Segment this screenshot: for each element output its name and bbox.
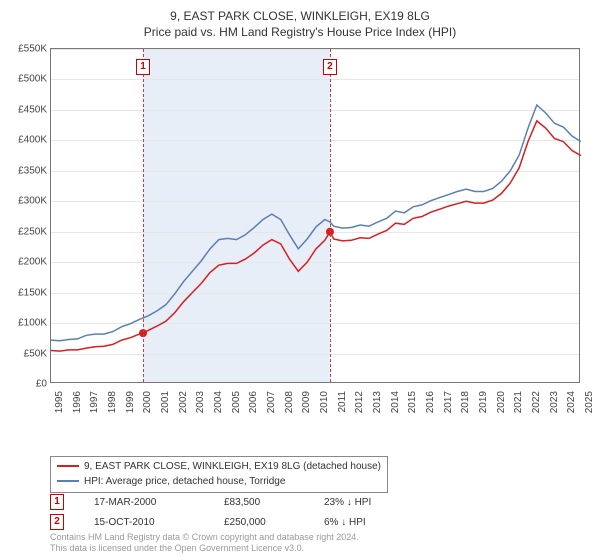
y-axis-label: £100K bbox=[5, 318, 47, 329]
y-axis-label: £200K bbox=[5, 257, 47, 268]
legend: 9, EAST PARK CLOSE, WINKLEIGH, EX19 8LG … bbox=[50, 456, 388, 493]
legend-item-price: 9, EAST PARK CLOSE, WINKLEIGH, EX19 8LG … bbox=[57, 460, 381, 475]
x-axis-label: 1996 bbox=[72, 391, 83, 413]
x-axis-label: 2013 bbox=[372, 391, 383, 413]
x-axis-label: 2003 bbox=[195, 391, 206, 413]
y-axis-label: £150K bbox=[5, 287, 47, 298]
y-axis-label: £450K bbox=[5, 104, 47, 115]
x-axis-label: 2000 bbox=[142, 391, 153, 413]
x-axis-label: 1998 bbox=[107, 391, 118, 413]
legend-swatch-price bbox=[57, 465, 79, 467]
x-axis-label: 2024 bbox=[566, 391, 577, 413]
x-axis-label: 1995 bbox=[54, 391, 65, 413]
chart-area: £0£50K£100K£150K£200K£250K£300K£350K£400… bbox=[50, 48, 580, 418]
x-axis-label: 2005 bbox=[231, 391, 242, 413]
x-axis-label: 2008 bbox=[284, 391, 295, 413]
x-axis-label: 2019 bbox=[478, 391, 489, 413]
x-axis-label: 2022 bbox=[531, 391, 542, 413]
y-axis-label: £0 bbox=[5, 379, 47, 390]
x-axis-label: 2016 bbox=[425, 391, 436, 413]
series-price_paid bbox=[51, 121, 581, 351]
event-marker-2: 2 bbox=[50, 514, 64, 530]
event-row: 1 17-MAR-2000 £83,500 23% ↓ HPI bbox=[50, 494, 371, 510]
x-axis-label: 2011 bbox=[337, 391, 348, 413]
y-axis-label: £300K bbox=[5, 196, 47, 207]
x-axis-label: 2002 bbox=[178, 391, 189, 413]
x-axis-label: 2012 bbox=[354, 391, 365, 413]
line-chart-svg bbox=[51, 49, 581, 384]
event-date-1: 17-MAR-2000 bbox=[94, 497, 194, 508]
event-price-1: £83,500 bbox=[224, 497, 294, 508]
event-date-2: 15-OCT-2010 bbox=[94, 517, 194, 528]
y-axis-label: £50K bbox=[5, 348, 47, 359]
footer: Contains HM Land Registry data © Crown c… bbox=[50, 532, 359, 554]
x-axis-label: 1999 bbox=[125, 391, 136, 413]
footer-line1: Contains HM Land Registry data © Crown c… bbox=[50, 532, 359, 543]
plot-area: £0£50K£100K£150K£200K£250K£300K£350K£400… bbox=[50, 48, 580, 383]
x-axis-label: 2014 bbox=[390, 391, 401, 413]
event-price-2: £250,000 bbox=[224, 517, 294, 528]
x-axis-label: 1997 bbox=[89, 391, 100, 413]
event-row: 2 15-OCT-2010 £250,000 6% ↓ HPI bbox=[50, 514, 371, 530]
sale-marker-2: 2 bbox=[323, 59, 337, 75]
band-edge bbox=[330, 49, 331, 382]
x-axis-label: 2004 bbox=[213, 391, 224, 413]
legend-item-hpi: HPI: Average price, detached house, Torr… bbox=[57, 475, 381, 490]
event-marker-1: 1 bbox=[50, 494, 64, 510]
chart-title: 9, EAST PARK CLOSE, WINKLEIGH, EX19 8LG … bbox=[0, 0, 600, 40]
title-line1: 9, EAST PARK CLOSE, WINKLEIGH, EX19 8LG bbox=[0, 8, 600, 24]
x-axis-label: 2001 bbox=[160, 391, 171, 413]
event-delta-1: 23% ↓ HPI bbox=[324, 497, 371, 508]
legend-swatch-hpi bbox=[57, 480, 79, 482]
events-table: 1 17-MAR-2000 £83,500 23% ↓ HPI 2 15-OCT… bbox=[50, 494, 371, 534]
band-edge bbox=[143, 49, 144, 382]
x-axis-label: 2023 bbox=[549, 391, 560, 413]
legend-label-price: 9, EAST PARK CLOSE, WINKLEIGH, EX19 8LG … bbox=[84, 461, 381, 472]
x-axis-label: 2021 bbox=[513, 391, 524, 413]
x-axis-label: 2006 bbox=[248, 391, 259, 413]
y-axis-label: £500K bbox=[5, 74, 47, 85]
x-axis-label: 2007 bbox=[266, 391, 277, 413]
y-axis-label: £550K bbox=[5, 44, 47, 55]
x-axis-label: 2018 bbox=[460, 391, 471, 413]
legend-label-hpi: HPI: Average price, detached house, Torr… bbox=[84, 476, 285, 487]
y-axis-label: £350K bbox=[5, 165, 47, 176]
y-axis-label: £250K bbox=[5, 226, 47, 237]
x-axis-label: 2020 bbox=[496, 391, 507, 413]
x-axis-label: 2017 bbox=[443, 391, 454, 413]
event-delta-2: 6% ↓ HPI bbox=[324, 517, 366, 528]
x-axis-label: 2010 bbox=[319, 391, 330, 413]
title-line2: Price paid vs. HM Land Registry's House … bbox=[0, 24, 600, 40]
x-axis-label: 2009 bbox=[301, 391, 312, 413]
sale-marker-1: 1 bbox=[136, 59, 150, 75]
footer-line2: This data is licensed under the Open Gov… bbox=[50, 543, 359, 554]
x-axis-label: 2025 bbox=[584, 391, 595, 413]
y-axis-label: £400K bbox=[5, 135, 47, 146]
series-hpi bbox=[51, 105, 581, 341]
x-axis-label: 2015 bbox=[407, 391, 418, 413]
